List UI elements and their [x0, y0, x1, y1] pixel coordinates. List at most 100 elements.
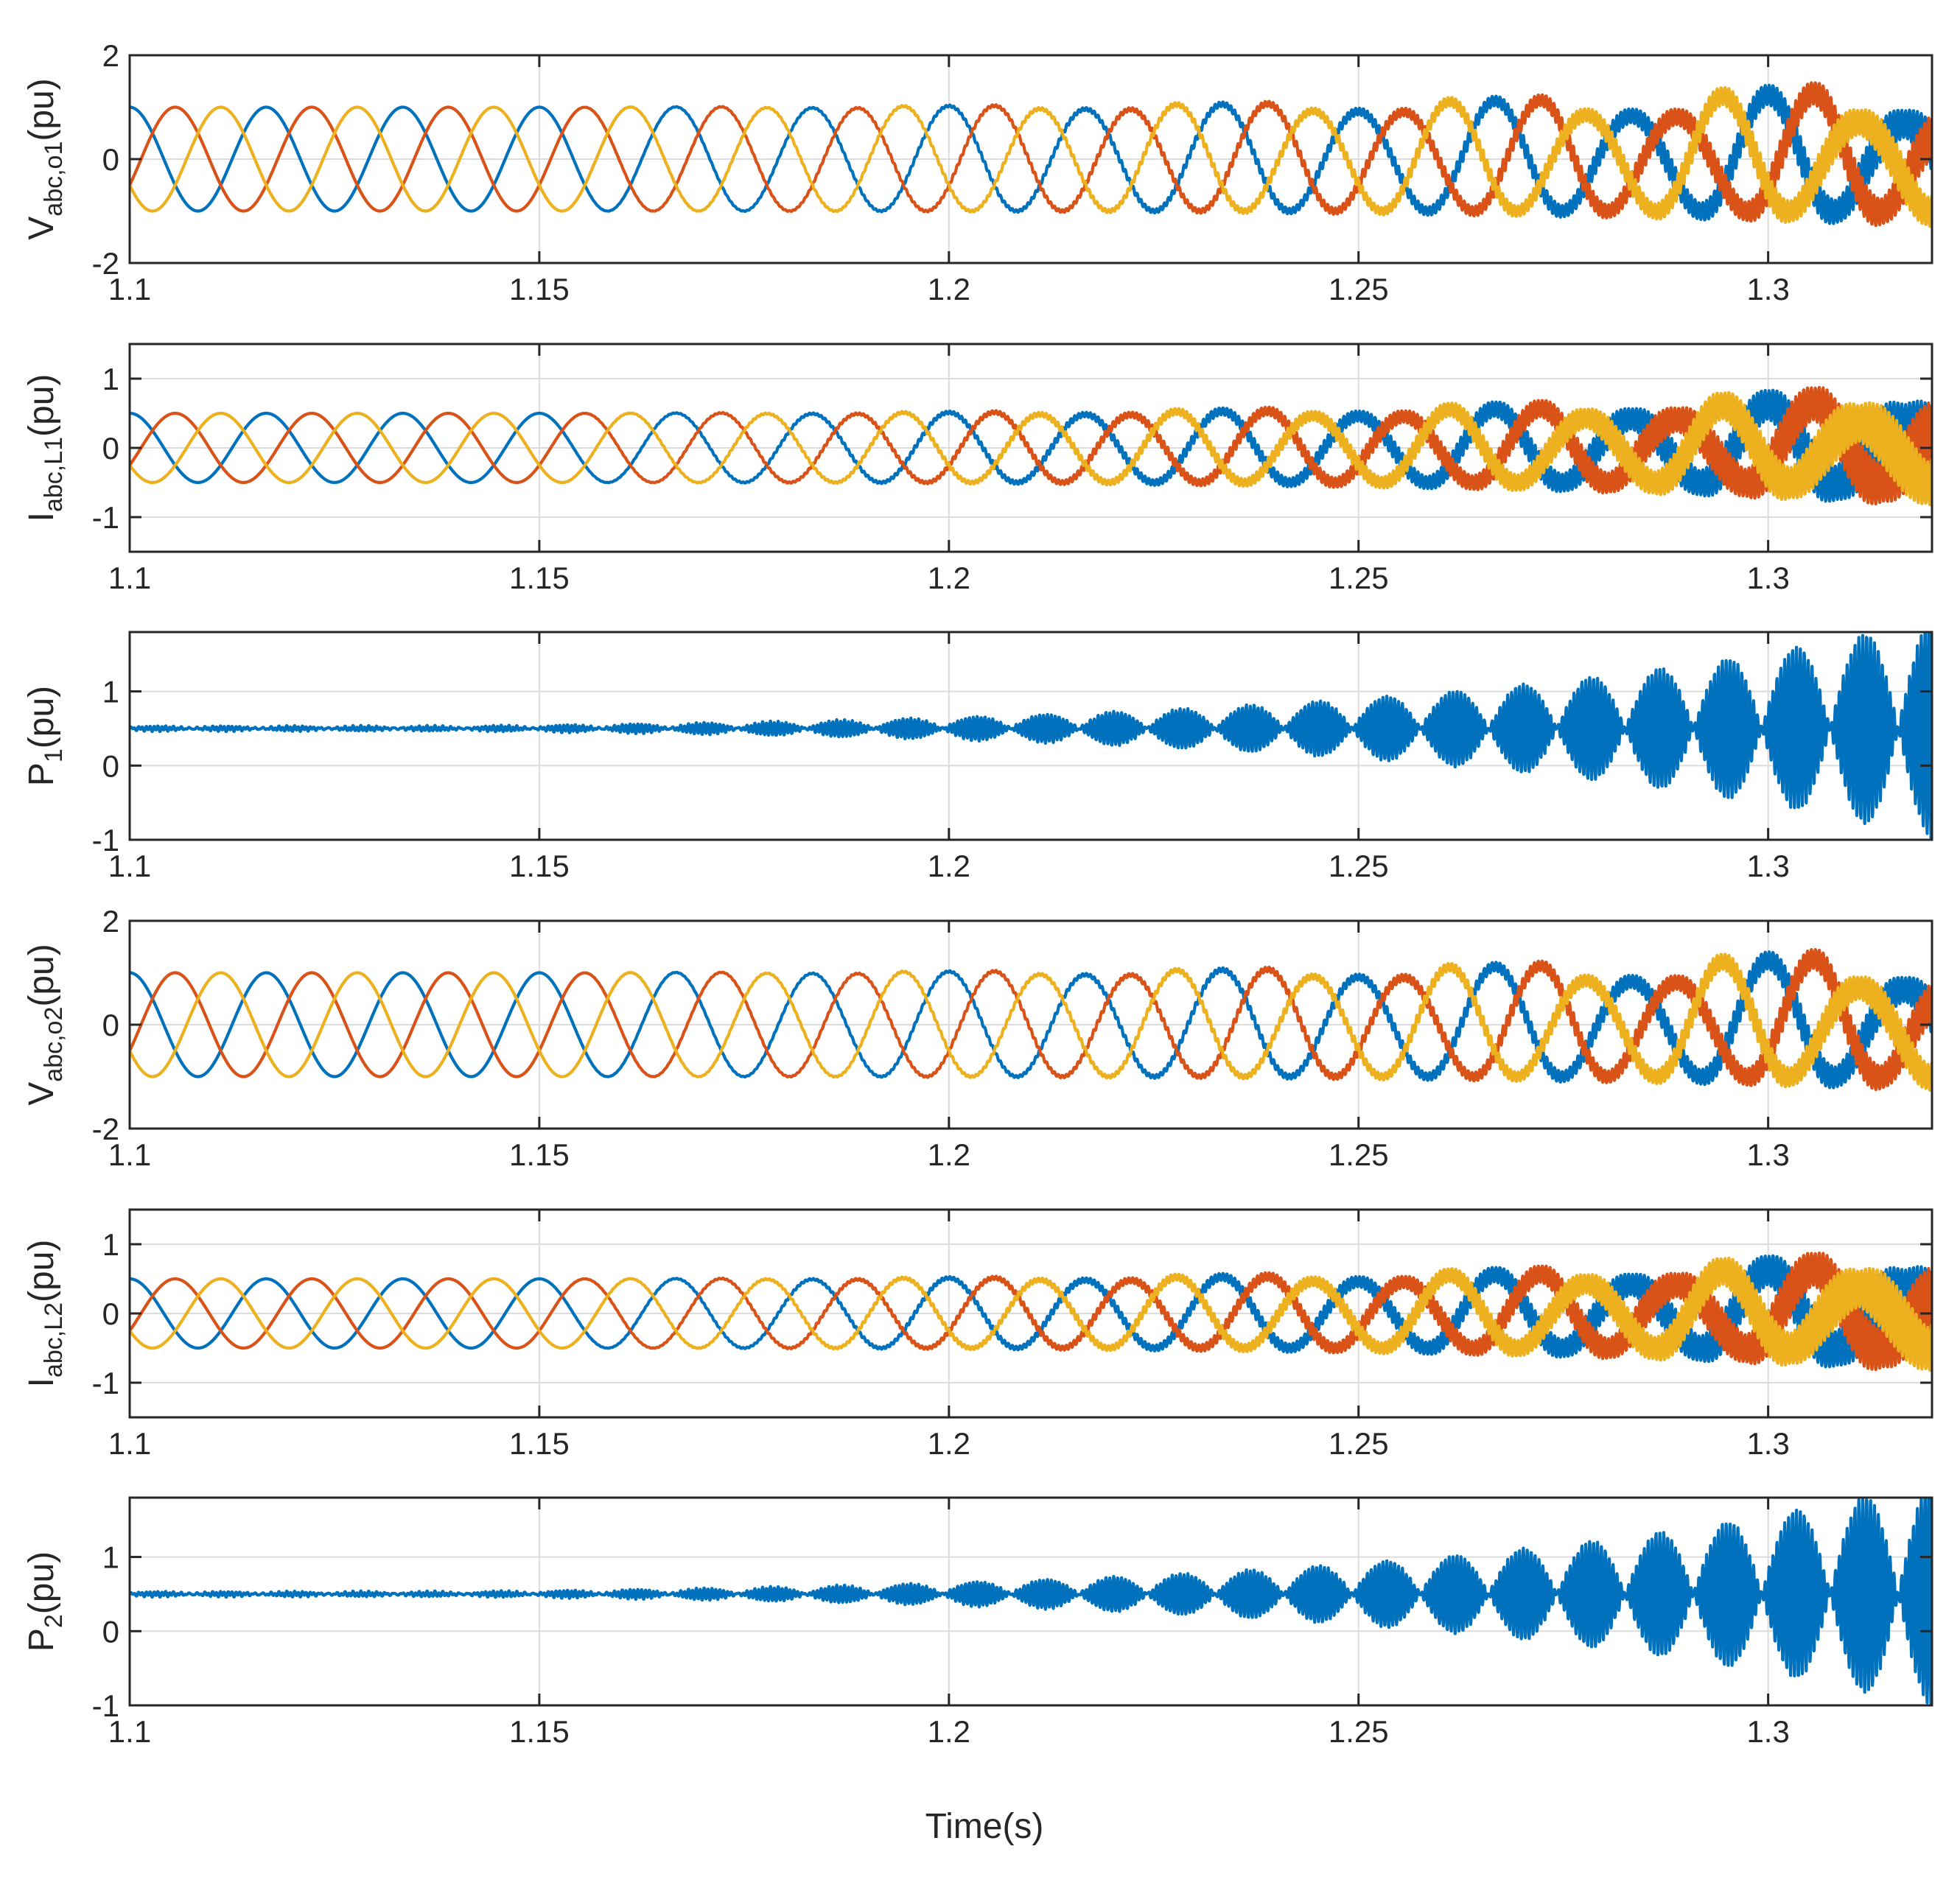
y-tick-label: -2: [92, 1112, 119, 1146]
axes-box: [128, 1496, 1933, 1707]
series-line-phase_a: [130, 388, 1932, 503]
y-tick-label: 2: [102, 904, 119, 938]
x-tick-label: 1.25: [1329, 272, 1389, 306]
subplot-5: 1.1 1.15 1.2 1.25 1.3 -1 0 1 Iabc,L2(pu): [22, 1208, 1933, 1461]
x-tick-label: 1.25: [1329, 1426, 1389, 1461]
series-line-phase_c: [130, 85, 1932, 228]
y-axis-label: Vabc,o1(pu): [22, 78, 68, 239]
y-tick-label: 0: [102, 748, 119, 783]
x-tick-label: 1.1: [108, 849, 151, 883]
x-tick-label: 1.15: [509, 1714, 570, 1749]
x-tick-label: 1.3: [1746, 1137, 1789, 1172]
y-axis-label: Iabc,L2(pu): [22, 1240, 68, 1388]
y-label-unit: (pu): [22, 1551, 61, 1614]
y-tick-label: 1: [102, 1540, 119, 1575]
y-tick-label: 0: [102, 142, 119, 177]
y-tick-label: -1: [92, 823, 119, 857]
y-label-main: V: [22, 1082, 61, 1106]
x-tick-label: 1.3: [1746, 849, 1789, 883]
subplot-4: 1.1 1.15 1.2 1.25 1.3 -2 0 2 Vabc,o2(pu): [22, 904, 1933, 1172]
x-tick-label: 1.2: [928, 1137, 970, 1172]
x-tick-label: 1.15: [509, 272, 570, 306]
y-tick-label: -2: [92, 246, 119, 281]
series-line-phase_c: [130, 952, 1932, 1092]
y-tick-label: 0: [102, 1297, 119, 1331]
x-axis-label: Time(s): [925, 1807, 1044, 1846]
x-tick-label: 1.1: [108, 272, 151, 306]
y-tick-label: 1: [102, 675, 119, 709]
power-series-line: [130, 632, 1932, 840]
subplot-2: 1.1 1.15 1.2 1.25 1.3 -1 0 1 Iabc,L1(pu): [22, 343, 1933, 595]
y-label-subscript: abc,o2: [40, 1007, 68, 1082]
x-tick-label: 1.1: [108, 1426, 151, 1461]
y-label-subscript: abc,L2: [40, 1302, 68, 1378]
y-label-main: P: [22, 762, 61, 786]
x-tick-label: 1.3: [1746, 272, 1789, 306]
series-line-phase_a: [130, 1254, 1932, 1369]
series-group: [130, 1251, 1932, 1372]
y-label-unit: (pu): [22, 78, 61, 141]
y-tick-label: -1: [92, 1688, 119, 1723]
y-label-subscript: 1: [40, 748, 68, 762]
axes-box: [128, 631, 1933, 841]
y-label-main: V: [22, 217, 61, 240]
y-label-main: P: [22, 1628, 61, 1652]
series-line-phase_a: [130, 950, 1932, 1090]
x-tick-label: 1.15: [509, 1137, 570, 1172]
y-label-unit: (pu): [22, 1240, 61, 1302]
series-line-phase_c: [130, 390, 1932, 507]
y-label-subscript: abc,o1: [40, 141, 68, 217]
series-group: [130, 385, 1932, 507]
y-label-unit: (pu): [22, 374, 61, 437]
y-label-unit: (pu): [22, 686, 61, 748]
x-tick-label: 1.2: [928, 1426, 970, 1461]
x-tick-label: 1.25: [1329, 561, 1389, 595]
series-group: [130, 947, 1932, 1092]
y-axis-label: Vabc,o2(pu): [22, 944, 68, 1105]
x-tick-label: 1.1: [108, 1137, 151, 1172]
y-axis-label: P2(pu): [22, 1551, 68, 1652]
x-tick-label: 1.25: [1329, 1714, 1389, 1749]
x-tick-label: 1.15: [509, 849, 570, 883]
x-tick-label: 1.2: [928, 272, 970, 306]
x-tick-label: 1.3: [1746, 1426, 1789, 1461]
y-label-main: I: [22, 1378, 61, 1387]
series-line-phase_a: [130, 83, 1932, 225]
x-tick-label: 1.1: [108, 561, 151, 595]
x-tick-label: 1.3: [1746, 1714, 1789, 1749]
y-tick-label: 0: [102, 1008, 119, 1042]
series-group: [130, 81, 1932, 228]
x-tick-label: 1.1: [108, 1714, 151, 1749]
y-axis-label: Iabc,L1(pu): [22, 374, 68, 522]
x-tick-label: 1.25: [1329, 849, 1389, 883]
y-tick-label: 2: [102, 38, 119, 73]
y-tick-label: -1: [92, 1366, 119, 1400]
x-tick-label: 1.2: [928, 849, 970, 883]
x-tick-label: 1.3: [1746, 561, 1789, 595]
y-tick-label: -1: [92, 500, 119, 535]
y-label-subscript: abc,L1: [40, 437, 68, 512]
y-label-main: I: [22, 512, 61, 522]
y-label-unit: (pu): [22, 944, 61, 1006]
series-line-phase_c: [130, 1256, 1932, 1372]
x-tick-label: 1.25: [1329, 1137, 1389, 1172]
y-axis-label: P1(pu): [22, 686, 68, 786]
power-series-line: [130, 1498, 1932, 1705]
y-tick-label: 1: [102, 1227, 119, 1262]
y-label-subscript: 2: [40, 1614, 68, 1628]
subplot-6: 1.1 1.15 1.2 1.25 1.3 -1 0 1 P2(pu): [22, 1496, 1933, 1749]
series-group: [130, 632, 1932, 840]
y-tick-label: 0: [102, 431, 119, 466]
x-tick-label: 1.2: [928, 1714, 970, 1749]
y-tick-label: 0: [102, 1614, 119, 1649]
x-tick-label: 1.15: [509, 561, 570, 595]
subplot-1: 1.1 1.15 1.2 1.25 1.3 -2 0 2 Vabc,o1(pu): [22, 38, 1933, 306]
y-tick-label: 1: [102, 362, 119, 396]
x-tick-label: 1.2: [928, 561, 970, 595]
series-group: [130, 1498, 1932, 1705]
x-tick-label: 1.15: [509, 1426, 570, 1461]
